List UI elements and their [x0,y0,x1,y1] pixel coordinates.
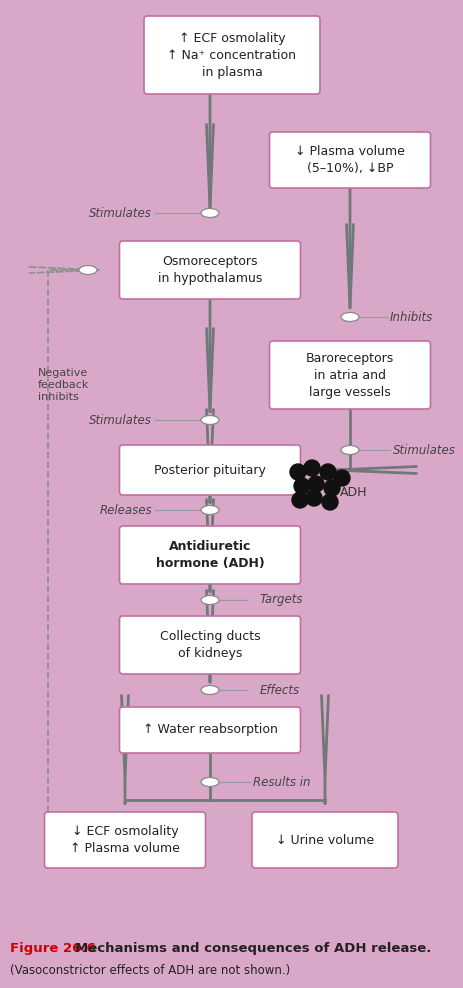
FancyBboxPatch shape [269,132,430,188]
FancyBboxPatch shape [119,616,300,674]
Text: Stimulates: Stimulates [89,206,152,219]
Ellipse shape [200,208,219,217]
FancyBboxPatch shape [119,526,300,584]
Text: Negative
feedback
inhibits: Negative feedback inhibits [38,369,89,401]
FancyBboxPatch shape [119,707,300,753]
Circle shape [307,476,323,492]
Text: Stimulates: Stimulates [392,444,455,456]
FancyBboxPatch shape [44,812,205,868]
Ellipse shape [79,266,97,275]
Text: Antidiuretic
hormone (ADH): Antidiuretic hormone (ADH) [155,540,264,570]
FancyBboxPatch shape [119,445,300,495]
Circle shape [291,492,307,508]
Text: Mechanisms and consequences of ADH release.: Mechanisms and consequences of ADH relea… [75,942,431,954]
Text: ↓ Urine volume: ↓ Urine volume [275,834,373,847]
Text: Stimulates: Stimulates [89,414,152,427]
Text: Posterior pituitary: Posterior pituitary [154,463,265,476]
Text: Results in: Results in [252,776,310,788]
Text: ↓ Plasma volume
(5–10%), ↓BP: ↓ Plasma volume (5–10%), ↓BP [294,145,404,175]
Text: ↓ ECF osmolality
↑ Plasma volume: ↓ ECF osmolality ↑ Plasma volume [70,825,180,855]
Ellipse shape [340,446,358,454]
Text: ADH: ADH [339,485,367,499]
FancyBboxPatch shape [119,241,300,299]
Text: ↑ Water reabsorption: ↑ Water reabsorption [142,723,277,736]
Circle shape [303,460,319,476]
FancyBboxPatch shape [144,16,319,94]
Circle shape [294,478,309,494]
Text: Figure 26.6: Figure 26.6 [10,942,95,954]
Circle shape [321,494,337,510]
Text: (Vasoconstrictor effects of ADH are not shown.): (Vasoconstrictor effects of ADH are not … [10,963,290,976]
Ellipse shape [200,506,219,515]
Text: Collecting ducts
of kidneys: Collecting ducts of kidneys [159,630,260,660]
Ellipse shape [200,596,219,605]
Text: Baroreceptors
in atria and
large vessels: Baroreceptors in atria and large vessels [305,352,393,398]
Text: Osmoreceptors
in hypothalamus: Osmoreceptors in hypothalamus [157,255,262,285]
Text: Releases: Releases [99,504,152,517]
FancyBboxPatch shape [251,812,397,868]
Circle shape [319,464,335,480]
Circle shape [305,490,321,506]
Text: Effects: Effects [259,684,300,697]
Ellipse shape [200,686,219,695]
Text: ↑ ECF osmolality
↑ Na⁺ concentration
in plasma: ↑ ECF osmolality ↑ Na⁺ concentration in … [167,32,296,78]
Circle shape [289,464,305,480]
FancyBboxPatch shape [269,341,430,409]
Ellipse shape [200,416,219,425]
Text: Targets: Targets [259,594,303,607]
Ellipse shape [200,778,219,786]
Ellipse shape [340,312,358,321]
Circle shape [323,480,339,496]
Circle shape [333,470,349,486]
Text: Inhibits: Inhibits [389,310,432,323]
